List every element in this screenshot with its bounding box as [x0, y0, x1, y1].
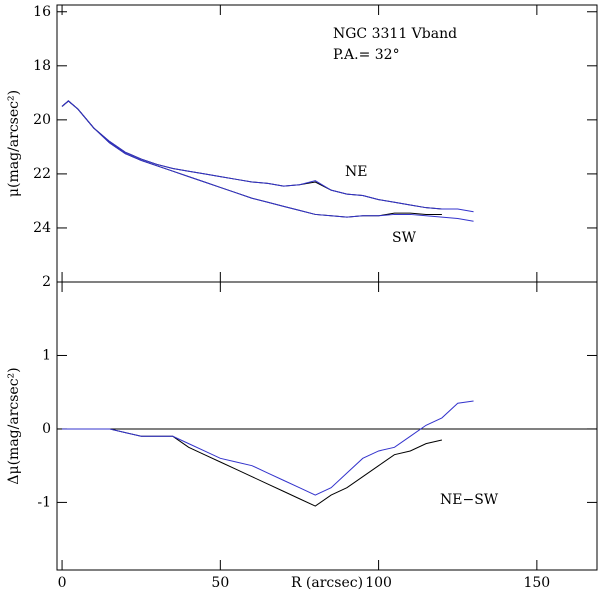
x-tick-label: 50 [211, 575, 229, 591]
profile-line [61, 100, 474, 213]
panel-frame [56, 4, 598, 283]
panel-frame [56, 281, 598, 571]
series-label: SW [392, 230, 417, 246]
y-tick-label: 1 [42, 347, 51, 363]
annotation: NE−SW [440, 492, 499, 508]
y-tick-label: 2 [42, 274, 51, 290]
y-tick-label: 22 [33, 166, 51, 182]
y-tick-label: 20 [33, 112, 51, 128]
y-tick-label: 16 [33, 4, 51, 20]
x-tick-label: 150 [523, 575, 550, 591]
y-tick-label: -1 [37, 494, 51, 510]
y-tick-label: 24 [33, 220, 51, 236]
y-axis-label: Δμ(mag/arcsec²) [6, 367, 22, 484]
y-axis-label: μ(mag/arcsec²) [6, 90, 22, 197]
profile-line [62, 400, 474, 496]
x-axis-label: R (arcsec) [291, 575, 363, 591]
series-label: NE [345, 164, 367, 180]
subtitle: P.A.= 32° [333, 47, 400, 63]
y-tick-label: 0 [42, 421, 51, 437]
profile-line [62, 428, 443, 507]
x-tick-label: 0 [58, 575, 67, 591]
profile-line [61, 100, 442, 210]
title: NGC 3311 Vband [333, 26, 457, 42]
profile-line [61, 100, 474, 222]
x-tick-label: 100 [365, 575, 392, 591]
y-tick-label: 18 [33, 58, 51, 74]
profile-line [61, 100, 442, 218]
